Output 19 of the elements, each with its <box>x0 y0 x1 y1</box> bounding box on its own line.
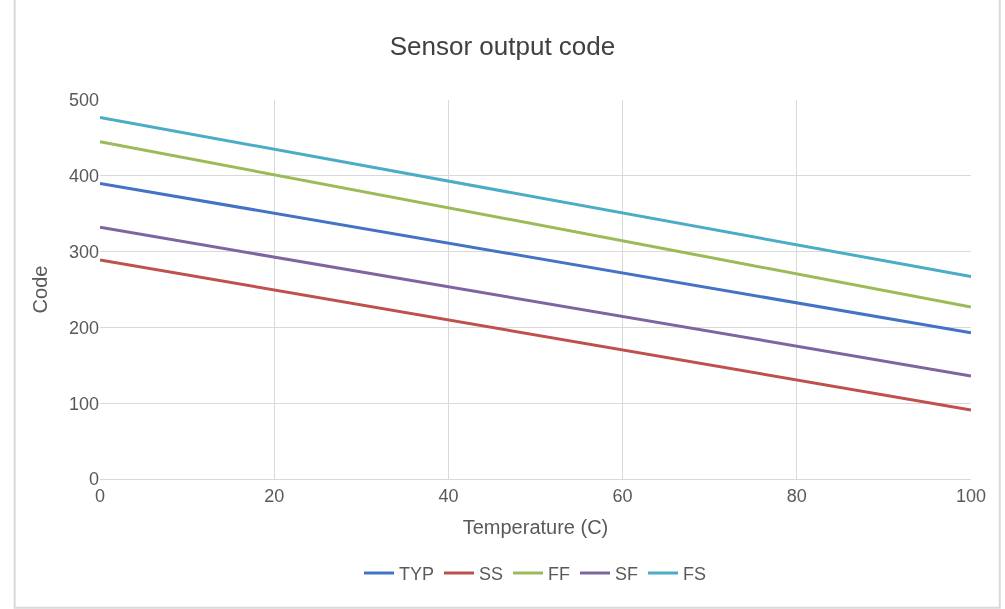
legend-label: TYP <box>399 564 435 585</box>
x-tick-label: 40 <box>438 485 459 506</box>
y-tick-label: 500 <box>68 90 99 111</box>
legend-label: FS <box>683 564 707 585</box>
y-tick-label: 400 <box>68 166 99 187</box>
y-tick-label: 300 <box>68 241 99 262</box>
legend-label: SS <box>479 564 504 585</box>
x-tick-label: 60 <box>612 485 633 506</box>
y-tick-label: 100 <box>68 393 99 414</box>
y-tick-label: 200 <box>68 317 99 338</box>
x-axis-title: Temperature (C) <box>462 516 609 539</box>
y-tick-label: 0 <box>88 469 99 490</box>
legend-label: SF <box>615 564 639 585</box>
chart-title: Sensor output code <box>389 30 616 61</box>
y-axis-title: Code <box>29 265 52 314</box>
x-tick-label: 100 <box>955 485 987 506</box>
x-tick-label: 80 <box>786 485 807 506</box>
x-tick-label: 20 <box>264 485 285 506</box>
legend-label: FF <box>548 564 571 585</box>
